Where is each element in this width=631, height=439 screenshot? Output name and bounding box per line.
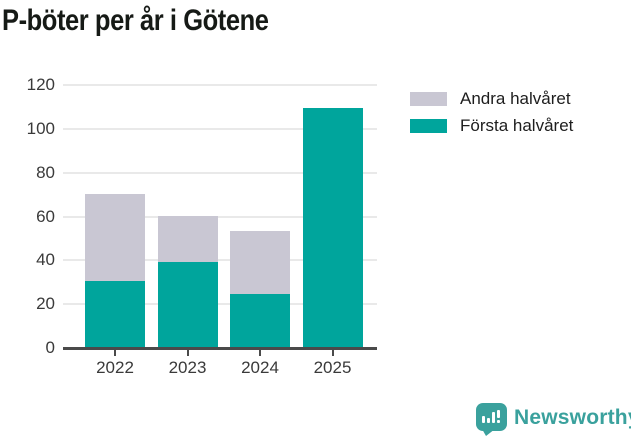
legend-label: Andra halvåret — [460, 88, 571, 108]
bar-2023-forsta-halvaret — [157, 261, 218, 347]
legend-label: Första halvåret — [460, 115, 574, 135]
y-axis-tick-label: 100 — [26, 118, 55, 138]
y-axis-tick-label: 60 — [36, 206, 55, 226]
x-axis-tick — [331, 350, 334, 356]
x-axis-tick-label: 2025 — [313, 358, 352, 377]
y-axis-tick-label: 120 — [26, 75, 55, 94]
newsworthy-brand-link[interactable]: Newsworthy — [476, 403, 631, 436]
bar-2024-forsta-halvaret — [230, 294, 290, 347]
gridline-80 — [63, 171, 377, 174]
bar-2022-forsta-halvaret — [85, 281, 145, 347]
speech-bubble-tail-icon — [482, 429, 495, 436]
y-axis-tick-label: 20 — [36, 294, 55, 314]
logo-exclamation-icon — [497, 410, 500, 418]
logo-bar-icon — [482, 416, 485, 423]
x-axis-tick-label: 2022 — [96, 358, 134, 377]
bar-2022-andra-halvaret — [85, 193, 145, 282]
x-axis-tick — [114, 350, 116, 356]
legend-item-forsta-halvaret: Första halvåret — [410, 115, 574, 135]
y-axis-tick-label: 80 — [36, 162, 55, 182]
x-axis-line — [63, 347, 377, 350]
gridline-60 — [63, 215, 377, 218]
gridline-40 — [63, 259, 377, 262]
y-axis-tick-label: 0 — [45, 338, 55, 357]
gridline-120 — [63, 84, 377, 86]
bar-2025-forsta-halvaret — [302, 108, 363, 347]
bar-2023-andra-halvaret — [157, 215, 218, 262]
chart-legend: Andra halvåret Första halvåret — [410, 88, 574, 145]
gridline-20 — [63, 303, 377, 306]
newsworthy-logo-icon — [476, 403, 507, 436]
legend-swatch-forsta-halvaret — [410, 118, 447, 133]
legend-item-andra-halvaret: Andra halvåret — [410, 88, 573, 108]
brand-name: Newsworthy — [514, 406, 631, 429]
logo-bar-icon — [487, 418, 490, 423]
page-title: P-böter per år i Götene — [2, 4, 269, 37]
bar-2024-andra-halvaret — [230, 230, 290, 295]
legend-swatch-andra-halvaret — [410, 91, 447, 106]
logo-exclamation-dot-icon — [497, 420, 500, 423]
y-axis-tick-label: 40 — [36, 250, 55, 270]
x-axis-tick — [259, 350, 261, 356]
x-axis-tick-label: 2024 — [241, 358, 279, 377]
logo-bar-icon — [492, 412, 495, 423]
x-axis-tick — [186, 350, 189, 356]
gridline-100 — [63, 127, 377, 130]
x-axis-tick-label: 2023 — [168, 358, 207, 377]
